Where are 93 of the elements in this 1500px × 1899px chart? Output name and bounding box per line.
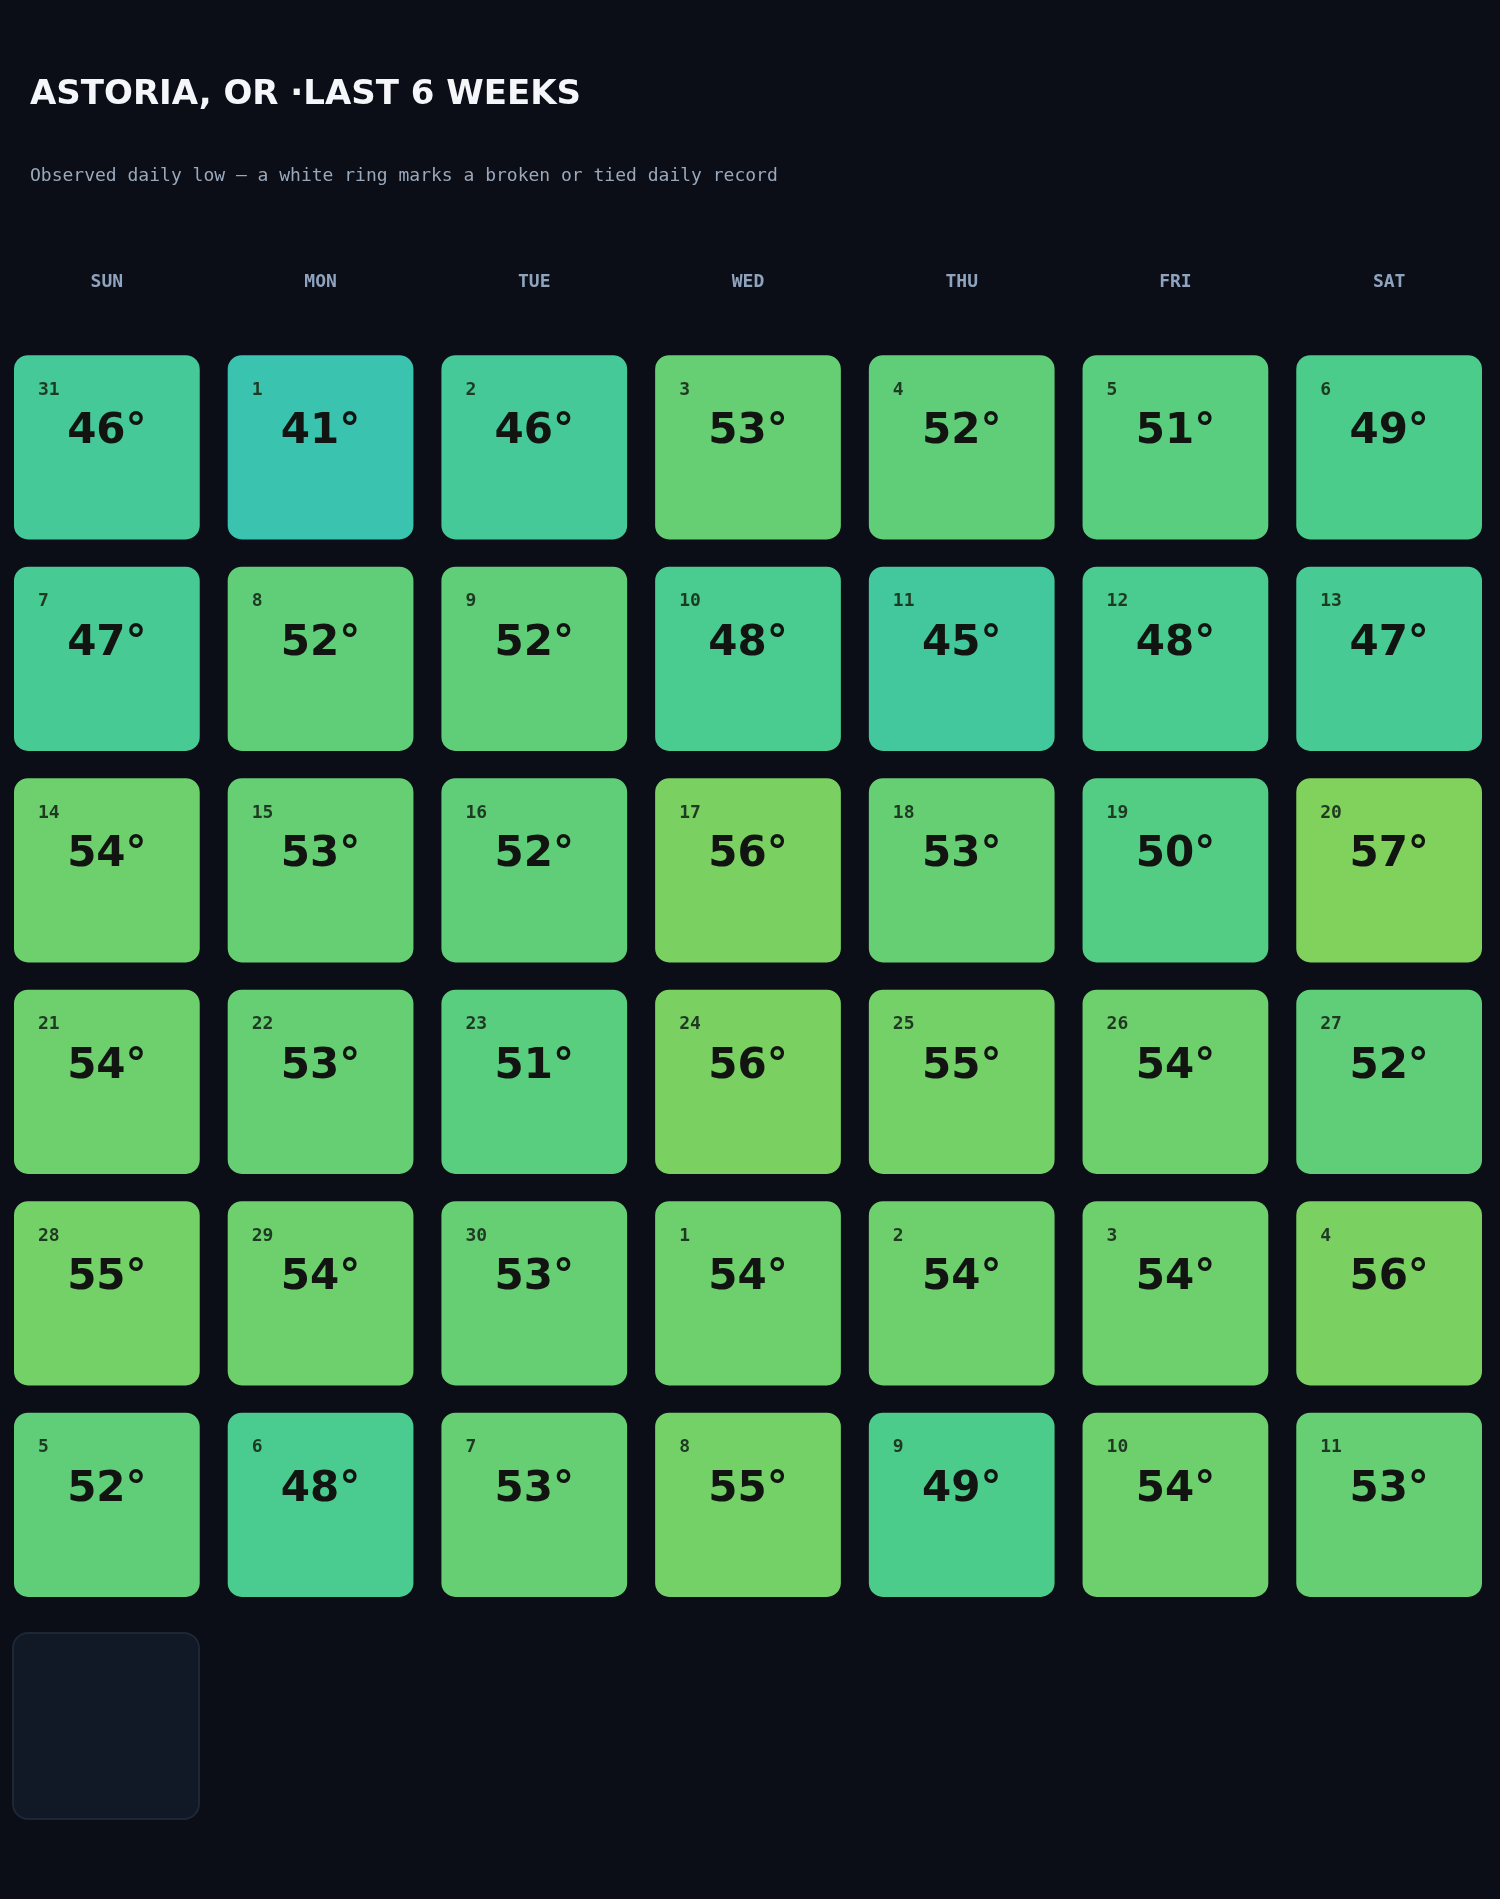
annotation: 11 [892,589,915,611]
data-label: 41° [280,404,361,454]
data-label: 49° [1349,404,1429,454]
data-label: 50° [1135,827,1216,877]
annotation: 1 [251,377,263,399]
annotation: 4 [892,377,904,399]
data-label: 52° [494,827,575,877]
data-label: 54° [67,827,147,877]
data-label: 55° [708,1461,788,1511]
data-label: 52° [494,615,575,665]
annotation: 18 [892,800,915,822]
annotation: 5 [37,1435,49,1457]
data-label: 51° [1135,404,1216,454]
annotation: 7 [465,1435,477,1457]
data-label: 51° [494,1038,575,1088]
data-label: 54° [921,1250,1002,1300]
data-label: 54° [1135,1038,1216,1088]
annotation: 10 [679,589,701,611]
x-tick-label: SUN [90,270,124,292]
annotation: 17 [679,800,701,822]
data-label: 54° [67,1038,147,1088]
data-label: 53° [1349,1461,1429,1511]
annotation: 9 [892,1435,904,1457]
annotation: 7 [37,589,49,611]
annotation: 26 [1106,1012,1129,1034]
annotation: 16 [465,800,488,822]
annotation: 21 [37,1012,60,1034]
annotation: 3 [1106,1223,1118,1245]
annotation: 2 [465,377,477,399]
annotation: 8 [679,1435,690,1457]
data-label: 48° [1135,615,1216,665]
x-tick-label: SAT [1372,270,1406,292]
annotation: 31 [37,377,60,399]
data-label: 46° [494,404,575,454]
data-label: 53° [494,1250,575,1300]
data-label: 54° [1135,1250,1216,1300]
annotation: 24 [679,1012,701,1034]
data-label: 48° [280,1461,361,1511]
data-label: 52° [1349,1038,1429,1088]
data-label: 56° [1349,1250,1429,1300]
chart-subtitle: Observed daily low — a white ring marks a broken or tied daily record [30,164,778,185]
x-tick-label: FRI [1159,270,1192,292]
data-label: 52° [921,404,1002,454]
annotation: 22 [251,1012,274,1034]
data-label: 52° [280,615,361,665]
data-label: 54° [280,1250,361,1300]
data-label: 55° [921,1038,1002,1088]
data-label: 54° [1135,1461,1216,1511]
annotation: 5 [1106,377,1118,399]
annotation: 25 [892,1012,915,1034]
annotation: 4 [1320,1223,1332,1245]
annotation: 2 [892,1223,904,1245]
annotation: 20 [1320,800,1342,822]
x-tick-label: MON [304,270,337,292]
data-label: 55° [67,1250,147,1300]
annotation: 19 [1106,800,1129,822]
annotation: 1 [679,1223,690,1245]
data-label: 46° [67,404,147,454]
data-label: 54° [708,1250,788,1300]
x-tick-label: WED [731,270,765,292]
annotation: 15 [251,800,274,822]
data-label: 49° [921,1461,1002,1511]
data-label: 53° [708,404,788,454]
annotation: 28 [37,1223,60,1245]
annotation: 3 [679,377,690,399]
data-label: 57° [1349,827,1429,877]
annotation: 27 [1320,1012,1342,1034]
data-label: 48° [708,615,788,665]
annotation: 9 [465,589,477,611]
chart-title: ASTORIA, OR ·LAST 6 WEEKS [30,72,582,112]
data-label: 47° [67,615,147,665]
annotation: 14 [37,800,60,822]
data-label: 52° [67,1461,147,1511]
x-tick-label: TUE [518,270,551,292]
data-label: 56° [708,827,788,877]
annotation: 13 [1320,589,1342,611]
data-label: 53° [494,1461,575,1511]
annotation: 12 [1106,589,1129,611]
data-label: 53° [280,1038,361,1088]
annotation: 10 [1106,1435,1129,1457]
data-label: 47° [1349,615,1429,665]
annotation: 6 [251,1435,263,1457]
annotation: 30 [465,1223,488,1245]
data-label: 45° [921,615,1002,665]
annotation: 29 [251,1223,274,1245]
annotation: 23 [465,1012,488,1034]
annotation: 11 [1320,1435,1342,1457]
annotation: 8 [251,589,263,611]
data-label: 56° [708,1038,788,1088]
data-label: 53° [280,827,361,877]
annotation: 6 [1320,377,1332,399]
x-tick-label: THU [945,270,978,292]
data-label: 53° [921,827,1002,877]
